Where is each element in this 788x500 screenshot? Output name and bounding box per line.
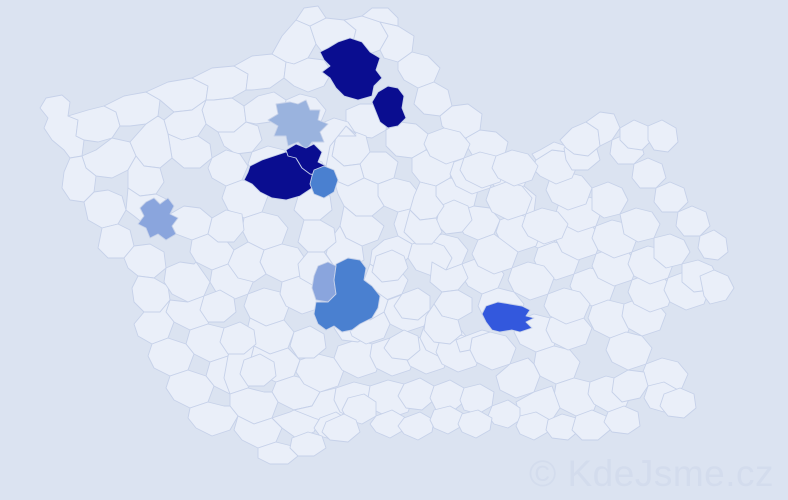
district[interactable]: [207, 209, 245, 243]
district[interactable]: [571, 409, 611, 441]
district[interactable]: [289, 431, 327, 457]
district[interactable]: [333, 177, 385, 217]
district[interactable]: [257, 441, 299, 465]
district[interactable]: [543, 287, 591, 325]
district[interactable]: [585, 111, 621, 147]
district[interactable]: [295, 353, 345, 393]
district[interactable]: [659, 387, 697, 419]
district[interactable]: [187, 401, 239, 437]
district[interactable]: [369, 409, 407, 439]
district[interactable]: [397, 377, 435, 411]
district[interactable]: [361, 7, 399, 27]
district[interactable]: [603, 405, 641, 435]
district[interactable]: [199, 289, 237, 323]
district[interactable]: [457, 409, 493, 439]
district-highlighted[interactable]: [137, 197, 179, 241]
district-highlight-layer: [137, 37, 535, 333]
district[interactable]: [631, 157, 667, 189]
district[interactable]: [515, 411, 551, 441]
district[interactable]: [521, 207, 569, 245]
district[interactable]: [653, 181, 689, 213]
district[interactable]: [239, 353, 277, 387]
district[interactable]: [491, 149, 539, 187]
district[interactable]: [423, 303, 463, 345]
district[interactable]: [283, 57, 333, 93]
district[interactable]: [471, 233, 519, 275]
district[interactable]: [611, 369, 649, 403]
district[interactable]: [545, 413, 581, 441]
district-highlighted[interactable]: [481, 301, 535, 333]
district[interactable]: [647, 119, 679, 153]
district[interactable]: [699, 269, 735, 305]
district-highlighted[interactable]: [285, 143, 327, 177]
district-highlighted[interactable]: [313, 257, 381, 333]
district[interactable]: [403, 209, 443, 245]
district[interactable]: [675, 205, 711, 237]
district[interactable]: [341, 393, 377, 425]
district[interactable]: [397, 411, 435, 441]
district[interactable]: [219, 321, 257, 355]
district[interactable]: [295, 5, 327, 27]
district[interactable]: [297, 219, 337, 253]
watermark-kdejsme: © KdeJsme.cz: [528, 453, 774, 494]
district-highlighted[interactable]: [309, 165, 339, 199]
district[interactable]: [383, 329, 421, 361]
district[interactable]: [393, 287, 431, 321]
district[interactable]: [459, 383, 495, 415]
district[interactable]: [217, 121, 263, 155]
district[interactable]: [163, 261, 211, 303]
district[interactable]: [429, 405, 465, 435]
district[interactable]: [321, 413, 361, 443]
district[interactable]: [619, 119, 653, 151]
district[interactable]: [191, 65, 249, 101]
district[interactable]: [429, 261, 469, 293]
district[interactable]: [133, 299, 175, 345]
district[interactable]: [605, 331, 653, 371]
district[interactable]: [371, 249, 409, 283]
district[interactable]: [201, 97, 247, 133]
district[interactable]: [487, 399, 521, 429]
district[interactable]: [619, 207, 661, 243]
district[interactable]: [653, 233, 691, 269]
district[interactable]: [697, 229, 729, 261]
district-highlighted[interactable]: [371, 85, 407, 129]
district[interactable]: [429, 379, 465, 413]
district-highlighted[interactable]: [319, 37, 383, 101]
district[interactable]: [531, 141, 569, 161]
district[interactable]: [167, 133, 213, 169]
district[interactable]: [227, 241, 267, 283]
district[interactable]: [233, 53, 287, 91]
district[interactable]: [83, 189, 127, 229]
district[interactable]: [271, 19, 317, 65]
district[interactable]: [289, 325, 327, 359]
district[interactable]: [591, 181, 629, 219]
district[interactable]: [587, 299, 635, 339]
district-base-layer: [39, 5, 735, 465]
district[interactable]: [455, 329, 491, 353]
